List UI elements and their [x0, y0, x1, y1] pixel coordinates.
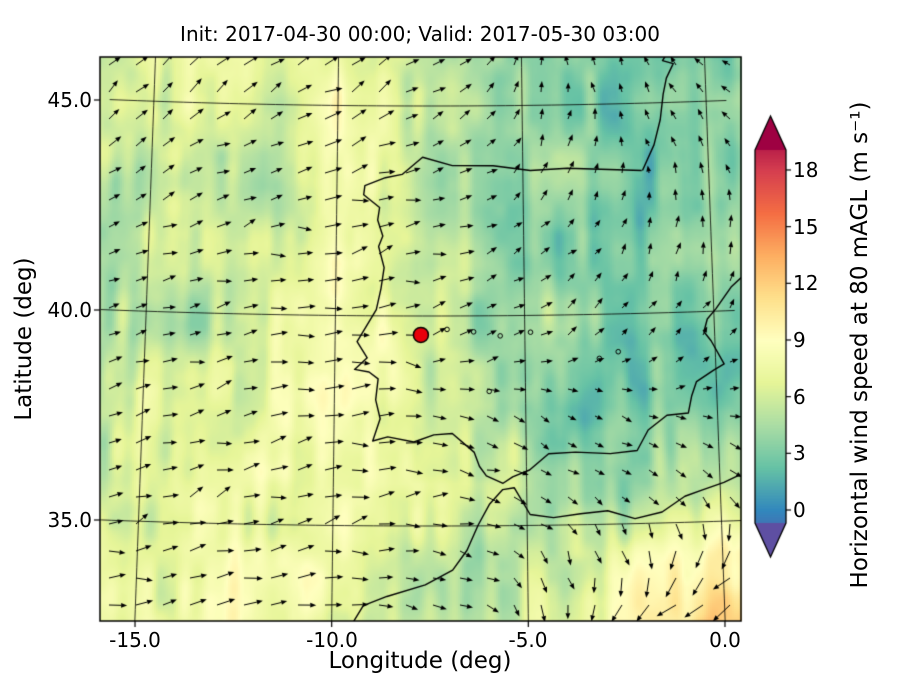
x-tick-label: -15.0 — [109, 628, 161, 652]
colorbar-tick-label: 9 — [793, 328, 806, 352]
y-axis-label: Latitude (deg) — [11, 257, 37, 421]
x-axis-label: Longitude (deg) — [328, 648, 512, 674]
y-tick-label: 45.0 — [47, 88, 92, 112]
colorbar-tick-label: 18 — [793, 158, 819, 182]
colorbar-label: Horizontal wind speed at 80 mAGL (m s⁻¹) — [847, 101, 873, 589]
x-tick-label: -5.0 — [508, 628, 548, 652]
colorbar-tick-label: 15 — [793, 215, 819, 239]
y-tick-label: 40.0 — [47, 298, 92, 322]
x-tick-label: 0.0 — [709, 628, 741, 652]
colorbar-tick-label: 6 — [793, 385, 806, 409]
x-tick-label: -10.0 — [306, 628, 358, 652]
plot-title: Init: 2017-04-30 00:00; Valid: 2017-05-3… — [180, 22, 660, 46]
colorbar-tick-label: 12 — [793, 271, 819, 295]
y-tick-label: 35.0 — [47, 508, 92, 532]
colorbar-tick-label: 0 — [793, 498, 806, 522]
colorbar-tick-label: 3 — [793, 441, 806, 465]
